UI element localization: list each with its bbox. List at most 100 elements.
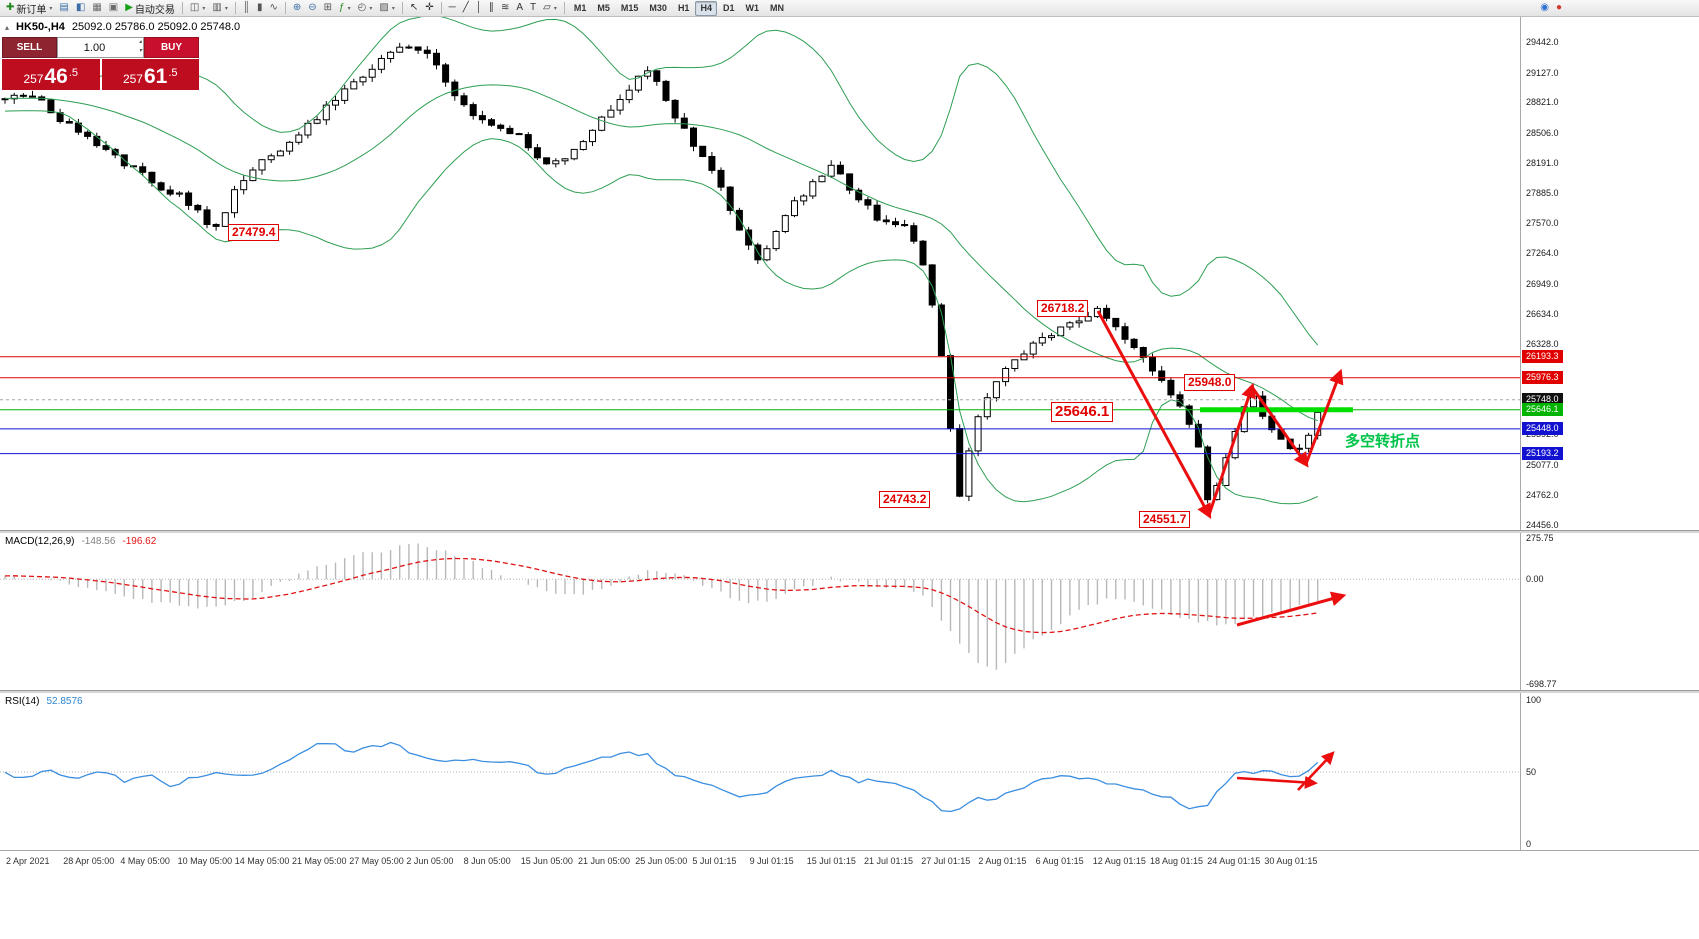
timeframe-w1[interactable]: W1 (745, 2, 759, 13)
price-annotation[interactable]: 24551.7 (1139, 511, 1191, 528)
macd-scale-label: 275.75 (1526, 533, 1554, 543)
price-annotation[interactable]: 26718.2 (1037, 300, 1089, 317)
time-axis-label: 2 Jun 05:00 (406, 856, 454, 866)
price-scale[interactable]: 29442.0 29127.0 28821.0 28506.0 28191.0 27885… (1520, 17, 1699, 530)
timeframe-m5[interactable]: M5 (597, 2, 610, 13)
volume-spinner[interactable]: ▴ ▾ (139, 38, 142, 56)
channel-icon[interactable]: ∥ (488, 2, 494, 13)
time-axis-label: 10 May 05:00 (177, 856, 233, 866)
time-axis-label: 21 May 05:00 (292, 856, 347, 866)
timeframe-m15[interactable]: M15 (620, 2, 639, 13)
rsi-panel: RSI(14) 52.8576 100 50 0 (0, 693, 1699, 850)
periods-icon[interactable]: ◴ ▾ (357, 2, 373, 13)
price-scale-label: 24762.0 (1526, 490, 1559, 501)
candlestick-chart-icon[interactable]: ▮ (256, 2, 263, 13)
price-scale-tag: 25646.1 (1522, 402, 1563, 416)
timeframe-d1[interactable]: D1 (722, 2, 735, 13)
rsi-canvas[interactable] (0, 693, 1520, 850)
profiles-icon[interactable]: ▥ ▾ (212, 2, 228, 13)
price-scale-label: 25077.0 (1526, 459, 1559, 470)
new-chart-icon[interactable]: ◫ ▾ (189, 2, 206, 13)
tile-windows-icon[interactable]: ⊞ (323, 2, 333, 13)
trendline-icon[interactable]: ╱ (462, 2, 469, 13)
price-annotation[interactable]: 25948.0 (1184, 374, 1236, 391)
candles-layer (1, 42, 1322, 504)
rsi-trend-arrow (1297, 751, 1335, 791)
price-scale-label: 27885.0 (1526, 187, 1559, 198)
rsi-scale-label: 0 (1526, 839, 1532, 849)
time-axis-label: 30 Aug 01:15 (1264, 856, 1318, 866)
trend-arrows (1096, 310, 1344, 519)
spinner-down-icon[interactable]: ▾ (138, 48, 142, 54)
panel-separator[interactable] (0, 530, 1699, 533)
data-window-icon[interactable]: ◧ (75, 2, 86, 13)
symbol-period: HK50-,H4 (16, 21, 65, 33)
timeframe-m1[interactable]: M1 (573, 2, 587, 13)
macd-trend-arrow (1236, 591, 1347, 627)
time-axis-label: 18 Aug 01:15 (1150, 856, 1204, 866)
timeframe-h1[interactable]: H1 (677, 2, 690, 13)
toolbar-separator (401, 2, 403, 14)
toolbar-separator (440, 2, 442, 14)
market-watch-icon[interactable]: ▤ (59, 2, 69, 13)
navigator-icon[interactable]: ▦ (92, 2, 102, 13)
zoom-out-icon[interactable]: ⊖ (308, 2, 317, 13)
terminal-icon[interactable]: ▣ (108, 2, 119, 13)
timeframe-h4[interactable]: H4 (695, 0, 717, 16)
timeframe-mn[interactable]: MN (769, 2, 784, 13)
cursor-icon[interactable]: ↖ (409, 2, 419, 13)
new-order-button[interactable]: ✚ 新订单 ▾ (6, 2, 53, 16)
time-axis-label: 2 Aug 01:15 (978, 856, 1027, 866)
macd-panel: MACD(12,26,9) -148.56 -196.62 275.75 0.00… (0, 533, 1699, 690)
bollinger-bands (4, 17, 1319, 505)
price-scale-label: 27264.0 (1526, 248, 1559, 258)
buy-price-big: 61 (143, 65, 168, 88)
macd-header: MACD(12,26,9) -148.56 -196.62 (5, 536, 156, 547)
volume-input[interactable] (58, 38, 143, 57)
price-scale-label: 29442.0 (1526, 37, 1559, 47)
macd-canvas[interactable] (0, 533, 1520, 690)
community-icon[interactable]: ◉ (1540, 2, 1549, 13)
zoom-in-icon[interactable]: ⊕ (292, 2, 302, 13)
text-icon[interactable]: A (516, 2, 524, 13)
vline-icon[interactable]: │ (475, 2, 482, 13)
time-axis-label: 2 Apr 2021 (6, 856, 50, 866)
fibonacci-icon[interactable]: ≋ (500, 2, 510, 13)
autotrade-button[interactable]: ▶ 自动交易 (125, 2, 175, 16)
time-axis-label: 24 Aug 01:15 (1207, 856, 1261, 866)
buy-button[interactable]: BUY (144, 37, 199, 58)
time-axis[interactable]: 2 Apr 2021 28 Apr 05:00 4 May 05:00 10 May … (0, 850, 1699, 872)
time-axis-label: 27 May 05:00 (349, 856, 404, 866)
macd-scale[interactable]: 275.75 0.00 -698.77 (1520, 533, 1699, 690)
alerts-icon[interactable]: ● (1555, 2, 1562, 13)
time-axis-label: 9 Jul 01:15 (749, 856, 794, 866)
panel-separator[interactable] (0, 690, 1699, 693)
macd-main-value: -148.56 (81, 536, 116, 547)
price-scale-label: 26949.0 (1526, 278, 1559, 289)
rsi-value: 52.8576 (46, 696, 83, 707)
templates-icon[interactable]: ▨ ▾ (379, 2, 395, 13)
sell-price-sup: .5 (68, 67, 79, 79)
time-axis-label: 25 Jun 05:00 (635, 856, 688, 866)
price-annotation[interactable]: 27479.4 (228, 224, 280, 241)
price-chart-canvas[interactable] (0, 17, 1520, 530)
price-annotation[interactable]: 25646.1 (1051, 402, 1114, 422)
price-scale-label: 28191.0 (1526, 158, 1559, 169)
crosshair-icon[interactable]: ✛ (425, 2, 434, 13)
buy-price-display[interactable]: 257 61.5 (101, 59, 199, 90)
sell-button[interactable]: SELL (2, 37, 57, 58)
price-scale-label: 28821.0 (1526, 97, 1559, 108)
macd-scale-label: 0.00 (1526, 574, 1544, 585)
price-annotation[interactable]: 24743.2 (879, 491, 931, 508)
rsi-scale[interactable]: 100 50 0 (1520, 693, 1699, 850)
sell-price-display[interactable]: 257 46.5 (2, 59, 100, 90)
indicators-icon[interactable]: ƒ ▾ (339, 2, 351, 13)
hline-icon[interactable]: ─ (448, 2, 456, 13)
time-axis-label: 15 Jul 01:15 (806, 856, 856, 866)
timeframe-m30[interactable]: M30 (649, 2, 667, 13)
shapes-icon[interactable]: ▱ ▾ (543, 2, 557, 13)
line-chart-icon[interactable]: ∿ (269, 2, 278, 13)
bar-chart-icon[interactable]: ║ (242, 2, 250, 13)
label-icon[interactable]: T (530, 2, 537, 13)
spinner-up-icon[interactable]: ▴ (138, 39, 142, 45)
